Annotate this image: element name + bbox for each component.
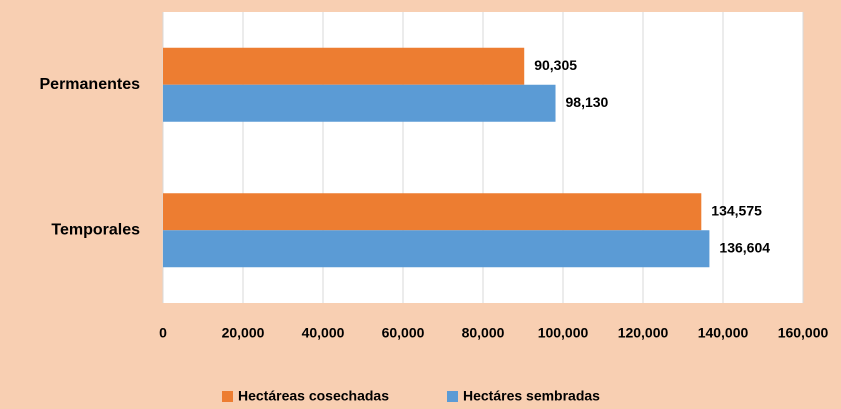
x-tick-label: 140,000 — [698, 325, 749, 341]
data-label: 136,604 — [719, 239, 770, 255]
x-tick-label: 60,000 — [382, 325, 425, 341]
x-tick-label: 160,000 — [778, 325, 829, 341]
legend-swatch — [222, 391, 233, 402]
y-tick-label: Temporales — [51, 221, 140, 238]
bar — [163, 193, 702, 231]
bar — [163, 47, 525, 85]
x-tick-label: 0 — [159, 325, 167, 341]
x-tick-label: 100,000 — [538, 325, 589, 341]
bar — [163, 230, 710, 268]
data-label: 134,575 — [711, 202, 762, 218]
data-label: 90,305 — [534, 57, 577, 73]
x-tick-label: 40,000 — [302, 325, 345, 341]
x-tick-label: 120,000 — [618, 325, 669, 341]
bar — [163, 84, 556, 122]
x-tick-label: 20,000 — [222, 325, 265, 341]
legend-label: Hectáres sembradas — [463, 388, 600, 404]
legend-swatch — [447, 391, 458, 402]
y-tick-label: Permanentes — [40, 76, 141, 93]
legend-label: Hectáreas cosechadas — [238, 388, 389, 404]
x-tick-label: 80,000 — [462, 325, 505, 341]
data-label: 98,130 — [566, 94, 609, 110]
